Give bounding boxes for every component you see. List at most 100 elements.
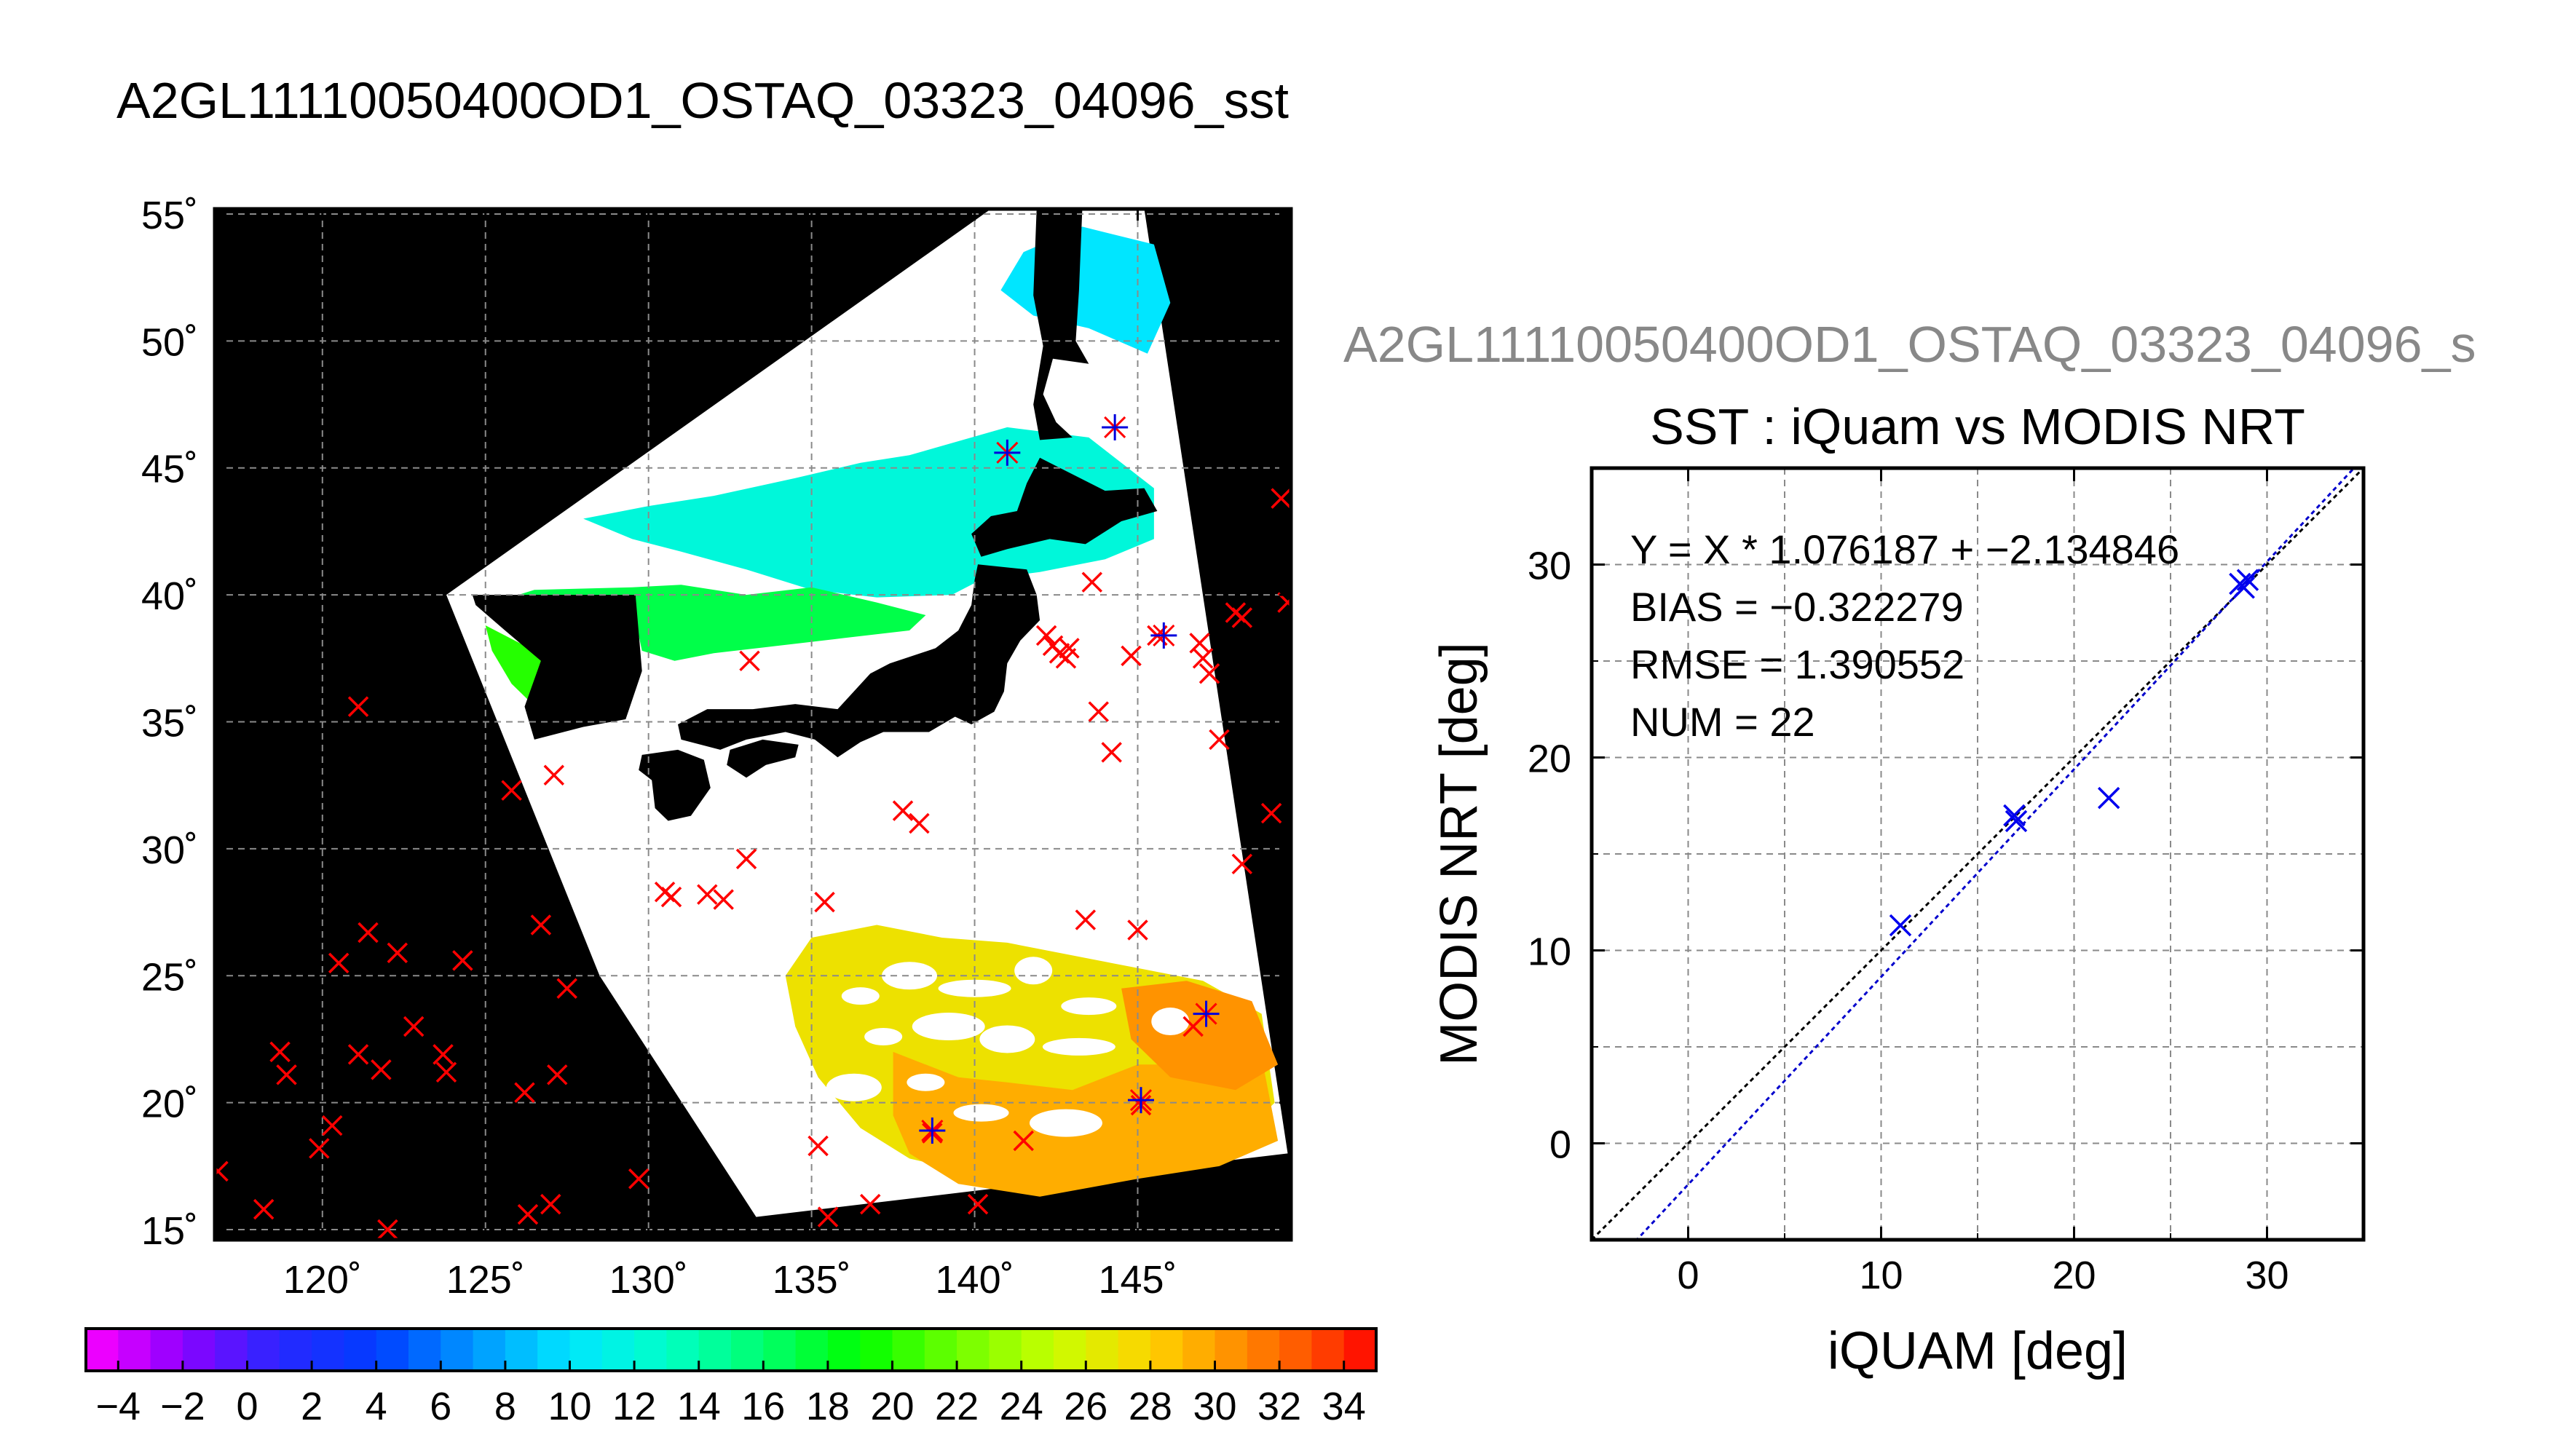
colorbar-cell bbox=[1150, 1329, 1183, 1371]
buoy-marker bbox=[739, 650, 760, 672]
map-y-tick-label: 55˚ bbox=[141, 194, 198, 237]
buoy-marker bbox=[435, 1061, 457, 1083]
matchup-marker bbox=[919, 1117, 946, 1144]
colorbar-cell bbox=[763, 1329, 797, 1371]
buoy-marker bbox=[713, 889, 734, 910]
colorbar-tick-label: 26 bbox=[1064, 1385, 1107, 1428]
colorbar-tick-label: 4 bbox=[366, 1385, 387, 1428]
colorbar-tick-label: −4 bbox=[96, 1385, 141, 1428]
buoy-marker bbox=[540, 1193, 561, 1215]
colorbar-cell bbox=[569, 1329, 603, 1371]
colorbar-tick-label: 0 bbox=[236, 1385, 258, 1428]
scatter-x-tick-label: 10 bbox=[1859, 1254, 1903, 1297]
colorbar-cell bbox=[312, 1329, 344, 1371]
buoy-marker bbox=[1209, 729, 1230, 751]
map-x-tick-label: 140˚ bbox=[936, 1258, 1014, 1302]
colorbar-cell bbox=[1247, 1329, 1280, 1371]
buoy-marker bbox=[1231, 607, 1253, 628]
buoy-marker bbox=[321, 1115, 343, 1136]
cloud-gap bbox=[1014, 957, 1053, 985]
stat-num: NUM = 22 bbox=[1630, 699, 1815, 745]
map-x-tick-label: 145˚ bbox=[1098, 1258, 1177, 1302]
buoy-marker bbox=[387, 942, 408, 964]
scatter-y-tick-label: 0 bbox=[1549, 1123, 1571, 1167]
colorbar-cell bbox=[989, 1329, 1022, 1371]
colorbar-cell bbox=[1182, 1329, 1216, 1371]
buoy-marker bbox=[347, 1044, 369, 1065]
colorbar-tick-label: 32 bbox=[1257, 1385, 1301, 1428]
scatter-points bbox=[1889, 569, 2259, 937]
buoy-marker bbox=[892, 800, 914, 821]
colorbar-tick-label: 16 bbox=[741, 1385, 785, 1428]
buoy-marker bbox=[556, 978, 577, 999]
colorbar-cell bbox=[1054, 1329, 1086, 1371]
matchup-marker bbox=[1127, 1087, 1154, 1114]
colorbar-tick-label: 22 bbox=[935, 1385, 979, 1428]
colorbar-tick-label: 34 bbox=[1322, 1385, 1366, 1428]
colorbar-cell bbox=[537, 1329, 571, 1371]
scatter-y-axis-label: MODIS NRT [deg] bbox=[1430, 642, 1488, 1066]
main-title: A2GL11110050400OD1_OSTAQ_03323_04096_sst bbox=[117, 72, 1289, 129]
map-y-tick-label: 50˚ bbox=[141, 320, 198, 364]
colorbar-tick-label: 30 bbox=[1193, 1385, 1236, 1428]
map-x-tick-label: 135˚ bbox=[773, 1258, 851, 1302]
scatter-y-tick-label: 20 bbox=[1528, 737, 1571, 781]
colorbar-cell bbox=[731, 1329, 764, 1371]
land-mask bbox=[472, 209, 1158, 821]
colorbar-cell bbox=[1021, 1329, 1054, 1371]
buoy-marker bbox=[967, 1193, 989, 1215]
map-x-tick-label: 125˚ bbox=[446, 1258, 525, 1302]
colorbar-cell bbox=[1343, 1329, 1377, 1371]
sst-hot-east bbox=[1121, 981, 1279, 1091]
scatter-x-tick-label: 20 bbox=[2052, 1254, 2096, 1297]
colorbar-cell bbox=[827, 1329, 861, 1371]
colorbar-cell bbox=[601, 1329, 635, 1371]
buoy-marker bbox=[215, 1160, 229, 1182]
buoy-marker bbox=[859, 1193, 881, 1215]
buoy-marker bbox=[697, 884, 718, 905]
colorbar-cells bbox=[86, 1329, 1377, 1371]
colorbar-cell bbox=[150, 1329, 183, 1371]
stat-rmse: RMSE = 1.390552 bbox=[1630, 641, 1964, 687]
buoy-marker bbox=[1081, 571, 1103, 593]
buoy-marker bbox=[501, 780, 522, 801]
buoy-marker bbox=[1260, 802, 1282, 824]
map-grid bbox=[215, 209, 1291, 1240]
buoy-marker bbox=[433, 1044, 454, 1065]
buoy-marker bbox=[530, 914, 552, 935]
scatter-title: SST : iQuam vs MODIS NRT bbox=[1650, 398, 2305, 455]
colorbar-cell bbox=[892, 1329, 925, 1371]
colorbar-tick-label: −2 bbox=[160, 1385, 205, 1428]
hokkaido-land bbox=[971, 457, 1158, 557]
buoy-marker bbox=[452, 950, 473, 971]
map-y-tick-label: 25˚ bbox=[141, 955, 198, 999]
colorbar-cell bbox=[247, 1329, 280, 1371]
colorbar-cell bbox=[860, 1329, 893, 1371]
colorbar-cell bbox=[473, 1329, 506, 1371]
cloud-gap bbox=[912, 1013, 985, 1041]
buoy-marker bbox=[328, 952, 350, 974]
colorbar-cell bbox=[182, 1329, 216, 1371]
buoy-marker bbox=[253, 1198, 275, 1220]
colorbar-cell bbox=[408, 1329, 441, 1371]
buoy-marker bbox=[309, 1138, 330, 1159]
scatter-x-tick-label: 0 bbox=[1677, 1254, 1699, 1297]
matchup-marker bbox=[1150, 622, 1177, 649]
buoy-marker bbox=[1013, 1130, 1034, 1152]
colorbar-cell bbox=[924, 1329, 957, 1371]
cloud-gap bbox=[1042, 1037, 1115, 1056]
map-x-tick-label: 120˚ bbox=[283, 1258, 362, 1302]
colorbar-cell bbox=[215, 1329, 248, 1371]
buoy-marker bbox=[1198, 663, 1220, 684]
colorbar-cell bbox=[666, 1329, 700, 1371]
map-panel: 120˚ 125˚ 130˚ 135˚ 140˚ 145˚ 15˚ 20˚ 25˚ 30˚ 35˚… bbox=[141, 194, 1293, 1302]
scatter-ticks: 0 10 20 30 0 10 20 30 bbox=[1528, 467, 2364, 1297]
map-y-tick-label: 45˚ bbox=[141, 448, 198, 491]
scatter-point bbox=[1889, 914, 1912, 937]
buoy-marker bbox=[269, 1041, 291, 1063]
sst-field bbox=[485, 226, 1279, 1197]
colorbar-cell bbox=[1279, 1329, 1312, 1371]
buoy-marker bbox=[543, 764, 565, 786]
colorbar-cell bbox=[634, 1329, 667, 1371]
